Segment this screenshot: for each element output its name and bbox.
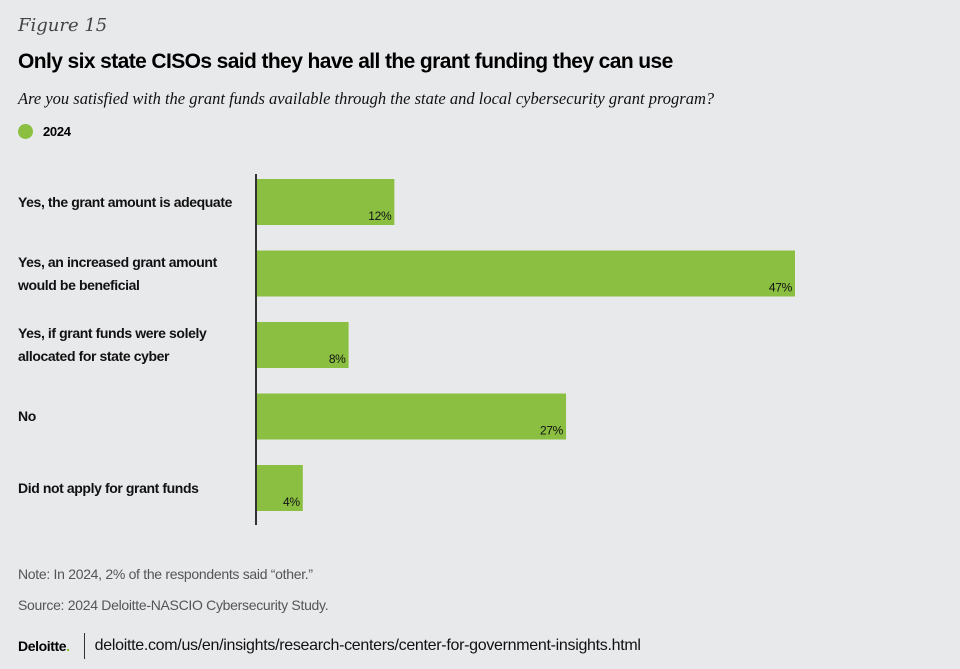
footer-divider (83, 633, 85, 659)
legend-label-2024: 2024 (43, 124, 71, 139)
category-label-0: Yes, the grant amount is adequate (18, 191, 232, 214)
category-label-1: Yes, an increased grant amount would be b… (18, 251, 217, 297)
bar-1 (257, 250, 795, 297)
legend: 2024 (18, 124, 71, 139)
category-label-line: No (18, 408, 36, 424)
figure-label: Figure 15 (18, 15, 108, 36)
source-text: Source: 2024 Deloitte-NASCIO Cybersecuri… (18, 597, 329, 613)
category-label-line: Yes, if grant funds were solely (18, 325, 207, 341)
bar-2 (257, 322, 349, 368)
bar-4 (257, 465, 303, 511)
note-text: Note: In 2024, 2% of the respondents sai… (18, 566, 313, 582)
bar-0 (257, 179, 395, 225)
category-label-line: Yes, an increased grant amount (18, 253, 217, 270)
logo-period: . (66, 638, 70, 654)
bar-3 (257, 393, 567, 440)
legend-swatch-2024 (18, 124, 33, 139)
footer-url[interactable]: deloitte.com/us/en/insights/research-cen… (94, 637, 641, 654)
value-label-1: 47% (769, 281, 793, 295)
chart-title: Only six state CISOs said they have all … (18, 50, 673, 73)
category-label-line: would be beneficial (18, 276, 140, 293)
category-label-line: Did not apply for grant funds (18, 479, 199, 496)
category-label-3: No (18, 405, 36, 428)
value-label-3: 27% (540, 424, 564, 438)
value-label-4: 4% (283, 495, 300, 509)
category-label-line: Yes, the grant amount is adequate (18, 193, 232, 210)
footer: Deloitte. deloitte.com/us/en/insights/re… (18, 633, 641, 659)
value-label-0: 12% (368, 209, 392, 223)
value-label-2: 8% (329, 352, 346, 366)
category-label-line: allocated for state cyber (18, 348, 170, 364)
category-label-4: Did not apply for grant funds (18, 477, 199, 500)
category-label-2: Yes, if grant funds were solely allocated… (18, 322, 207, 368)
chart-subtitle: Are you satisfied with the grant funds a… (18, 89, 715, 108)
logo-text: Deloitte (18, 638, 67, 654)
deloitte-logo: Deloitte. (18, 638, 70, 654)
